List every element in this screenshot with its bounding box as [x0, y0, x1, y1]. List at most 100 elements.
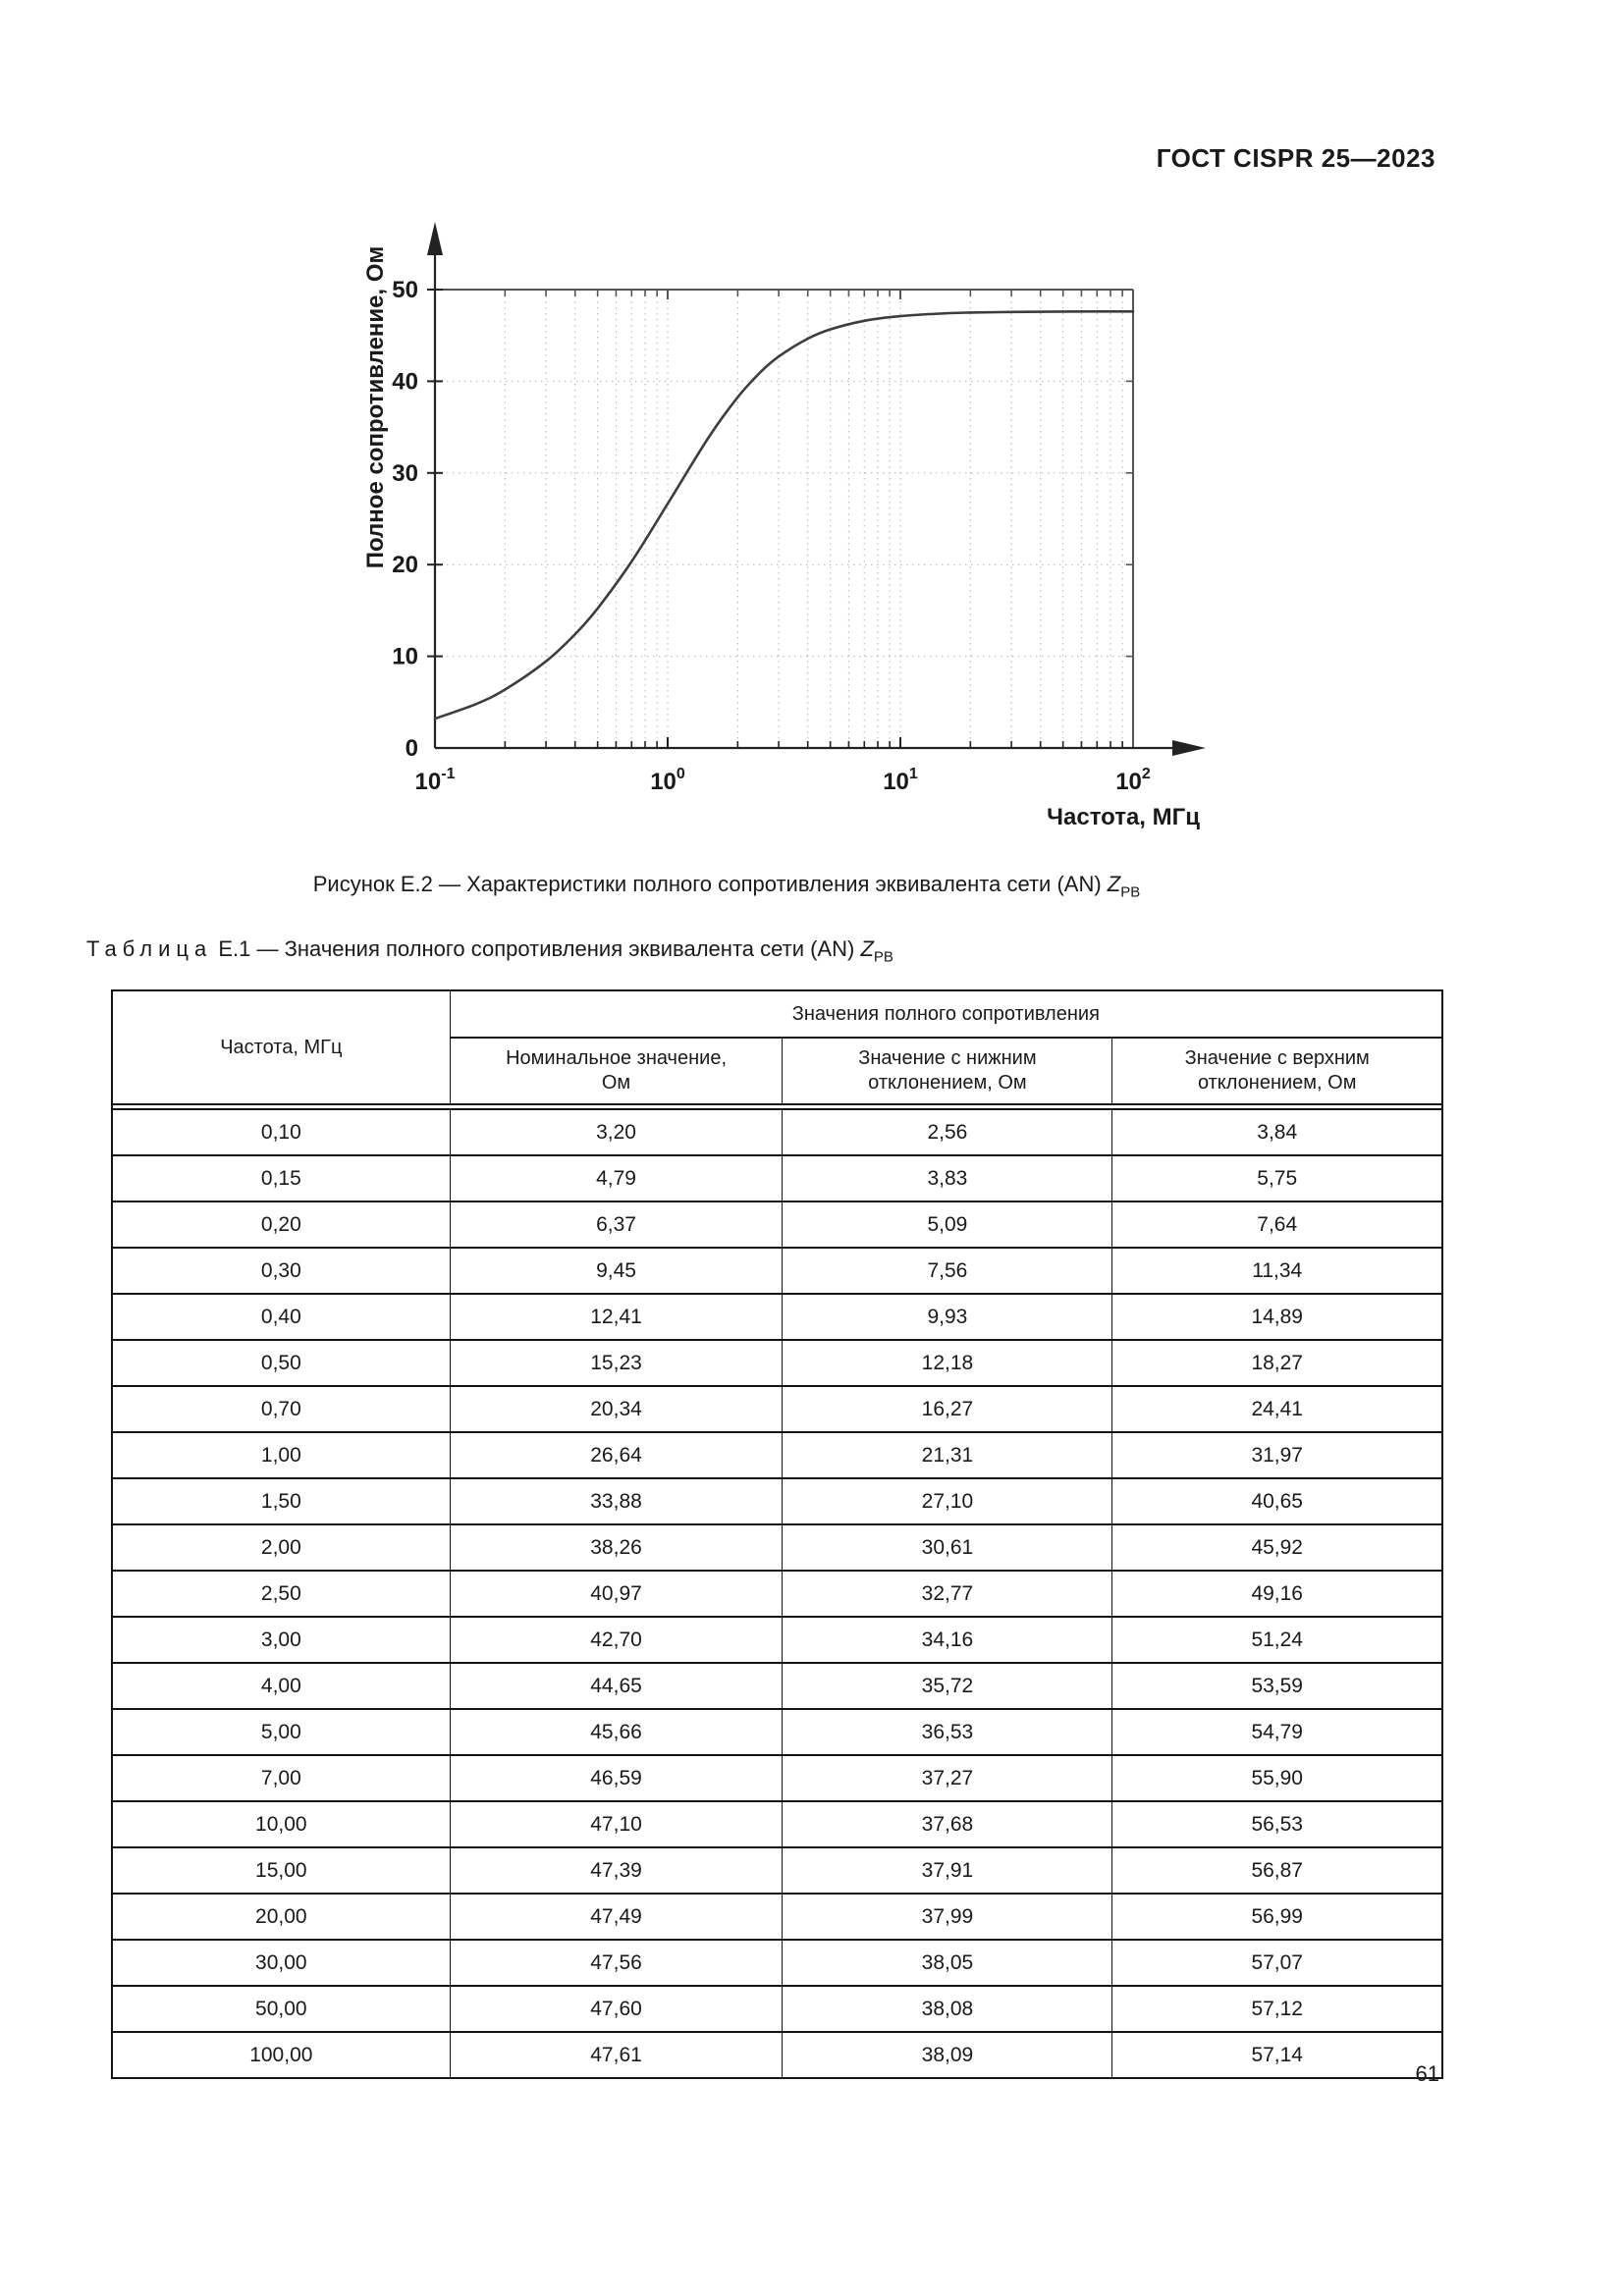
table-cell: 36,53	[782, 1708, 1113, 1756]
table-cell: 37,68	[782, 1800, 1113, 1848]
table-cell: 15,00	[111, 1846, 451, 1895]
table-cell: 3,20	[449, 1108, 784, 1156]
table-cell: 4,79	[449, 1154, 784, 1202]
table-row: 5,00 45,66 36,53 54,79	[111, 1708, 1443, 1756]
table-cell: 31,97	[1111, 1431, 1443, 1479]
table-row: 3,00 42,70 34,16 51,24	[111, 1616, 1443, 1664]
table-cell: 7,00	[111, 1754, 451, 1802]
table-cell: 3,00	[111, 1616, 451, 1664]
table-cell: 49,16	[1111, 1570, 1443, 1618]
table-caption-symbol: Z	[860, 936, 874, 961]
table-cell: 0,10	[111, 1108, 451, 1156]
table-row: 30,00 47,56 38,05 57,07	[111, 1939, 1443, 1987]
y-tick-label: 50	[392, 277, 418, 303]
table-cell: 100,00	[111, 2031, 451, 2079]
table-cell: 18,27	[1111, 1339, 1443, 1387]
table-cell: 38,05	[782, 1939, 1113, 1987]
table-cell: 7,56	[782, 1247, 1113, 1295]
table-cell: 5,00	[111, 1708, 451, 1756]
table-cell: 7,64	[1111, 1201, 1443, 1249]
table-cell: 35,72	[782, 1662, 1113, 1710]
table-row: 1,50 33,88 27,10 40,65	[111, 1477, 1443, 1525]
figure-caption-subscript: РВ	[1120, 883, 1141, 901]
table-cell: 15,23	[449, 1339, 784, 1387]
table-cell: 56,53	[1111, 1800, 1443, 1848]
table-cell: 2,50	[111, 1570, 451, 1618]
figure-e2-chart: 0 10 20 30 40 50 10-1 100 101 102 Полное сопротивл…	[295, 196, 1237, 849]
figure-caption-symbol: Z	[1107, 872, 1121, 896]
table-body: 0,10 3,20 2,56 3,84 0,15 4,79 3,83 5,75 0,20 6,37…	[111, 1108, 1443, 2079]
table-cell: 47,49	[449, 1893, 784, 1941]
table-cell: 56,99	[1111, 1893, 1443, 1941]
col-header-upper-deviation: Значение с верхним отклонением, Ом	[1111, 1037, 1443, 1105]
table-cell: 45,92	[1111, 1523, 1443, 1572]
table-cell: 20,34	[449, 1385, 784, 1433]
x-tick-label: 10-1	[415, 766, 456, 795]
table-cell: 44,65	[449, 1662, 784, 1710]
table-row: 50,00 47,60 38,08 57,12	[111, 1985, 1443, 2033]
figure-caption-text: Рисунок Е.2 — Характеристики полного соп…	[312, 872, 1108, 896]
table-row: 4,00 44,65 35,72 53,59	[111, 1662, 1443, 1710]
col-group-header-impedance-values: Значения полного сопротивления	[449, 989, 1443, 1039]
table-cell: 0,30	[111, 1247, 451, 1295]
table-cell: 10,00	[111, 1800, 451, 1848]
table-cell: 37,99	[782, 1893, 1113, 1941]
table-cell: 57,07	[1111, 1939, 1443, 1987]
table-cell: 9,45	[449, 1247, 784, 1295]
table-cell: 50,00	[111, 1985, 451, 2033]
table-row: 100,00 47,61 38,09 57,14	[111, 2031, 1443, 2079]
y-tick-label: 0	[406, 735, 418, 762]
x-tick-label: 102	[1115, 766, 1151, 795]
table-row: 15,00 47,39 37,91 56,87	[111, 1846, 1443, 1895]
table-header: Частота, МГц Значения полного сопротивле…	[111, 989, 1443, 1110]
table-row: 7,00 46,59 37,27 55,90	[111, 1754, 1443, 1802]
figure-caption: Рисунок Е.2 — Характеристики полного соп…	[88, 872, 1365, 900]
col-header-lower-deviation: Значение с нижним отклонением, Ом	[782, 1037, 1113, 1105]
table-cell: 47,61	[449, 2031, 784, 2079]
x-axis-arrow-icon	[1172, 740, 1206, 756]
table-cell: 4,00	[111, 1662, 451, 1710]
table-caption-subscript: РВ	[873, 948, 893, 966]
x-tick-label: 100	[650, 766, 685, 795]
table-cell: 47,10	[449, 1800, 784, 1848]
table-cell: 12,41	[449, 1293, 784, 1341]
table-caption-text: Е.1 — Значения полного сопротивления экв…	[212, 936, 861, 961]
table-cell: 32,77	[782, 1570, 1113, 1618]
table-cell: 0,70	[111, 1385, 451, 1433]
table-row: 2,00 38,26 30,61 45,92	[111, 1523, 1443, 1572]
table-row: 0,70 20,34 16,27 24,41	[111, 1385, 1443, 1433]
impedance-vs-frequency-chart: 0 10 20 30 40 50 10-1 100 101 102 Полное сопротивл…	[362, 222, 1206, 830]
table-cell: 0,50	[111, 1339, 451, 1387]
table-cell: 30,61	[782, 1523, 1113, 1572]
table-cell: 45,66	[449, 1708, 784, 1756]
table-cell: 14,89	[1111, 1293, 1443, 1341]
table-cell: 2,56	[782, 1108, 1113, 1156]
table-cell: 21,31	[782, 1431, 1113, 1479]
table-row: 20,00 47,49 37,99 56,99	[111, 1893, 1443, 1941]
table-cell: 57,12	[1111, 1985, 1443, 2033]
table-cell: 0,20	[111, 1201, 451, 1249]
table-row: 1,00 26,64 21,31 31,97	[111, 1431, 1443, 1479]
table-cell: 27,10	[782, 1477, 1113, 1525]
table-cell: 5,75	[1111, 1154, 1443, 1202]
page-number: 61	[1415, 2061, 1439, 2086]
table-cell: 30,00	[111, 1939, 451, 1987]
table-cell: 16,27	[782, 1385, 1113, 1433]
y-tick-label: 40	[392, 368, 418, 395]
table-cell: 56,87	[1111, 1846, 1443, 1895]
x-axis-title: Частота, МГц	[1047, 804, 1200, 830]
y-tick-label: 20	[392, 552, 418, 578]
table-row: 0,40 12,41 9,93 14,89	[111, 1293, 1443, 1341]
col-header-nominal: Номинальное значение, Ом	[449, 1037, 784, 1105]
table-row: 0,30 9,45 7,56 11,34	[111, 1247, 1443, 1295]
table-cell: 9,93	[782, 1293, 1113, 1341]
y-tick-label: 10	[392, 644, 418, 670]
table-cell: 38,09	[782, 2031, 1113, 2079]
table-cell: 47,56	[449, 1939, 784, 1987]
table-cell: 24,41	[1111, 1385, 1443, 1433]
table-cell: 5,09	[782, 1201, 1113, 1249]
table-cell: 1,00	[111, 1431, 451, 1479]
table-cell: 40,65	[1111, 1477, 1443, 1525]
table-cell: 0,15	[111, 1154, 451, 1202]
